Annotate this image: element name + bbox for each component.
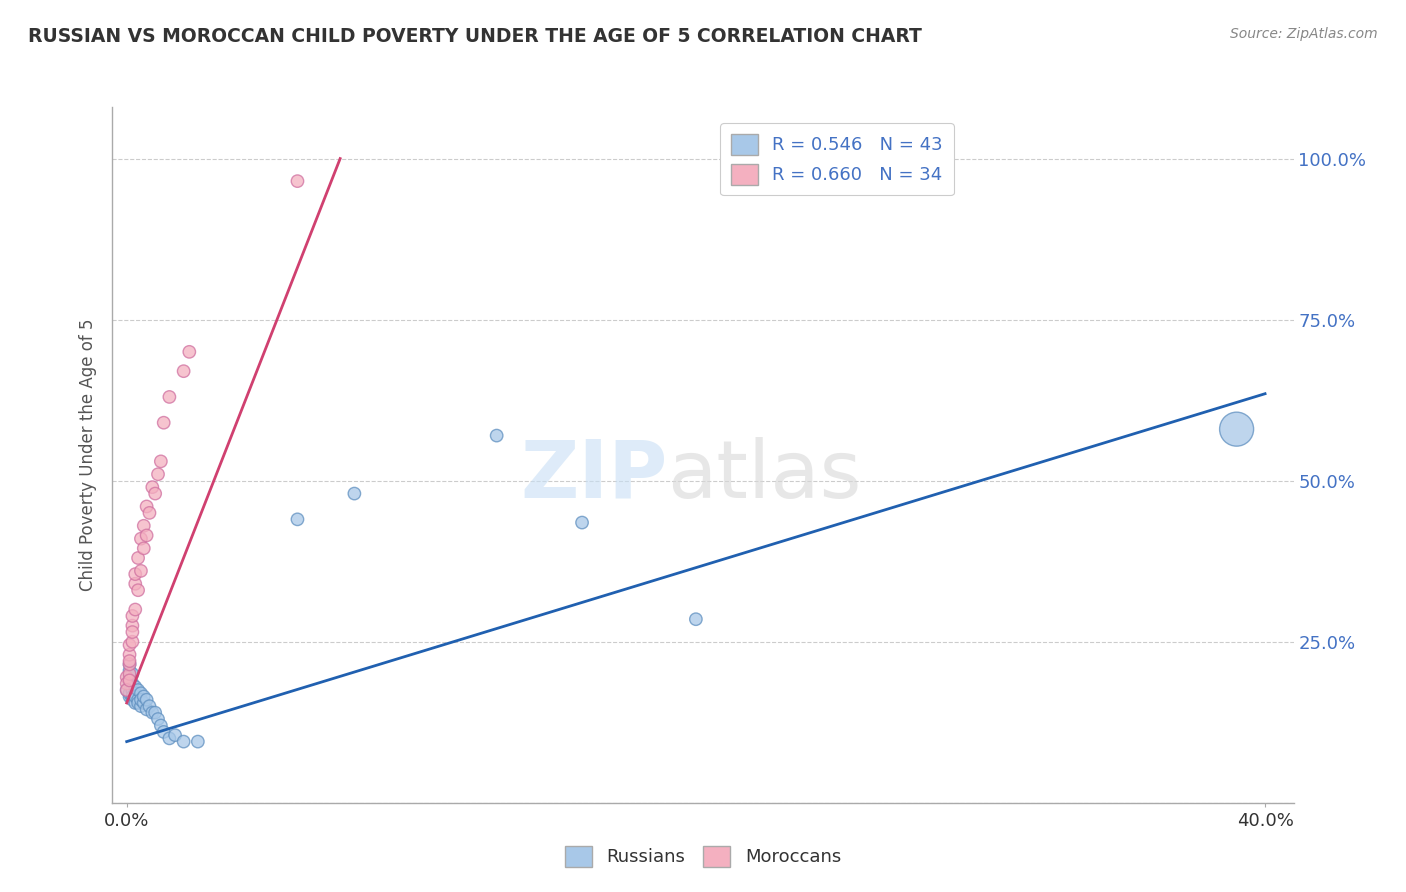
Point <box>118 657 141 672</box>
Point <box>132 518 155 533</box>
Point <box>152 416 174 430</box>
Point <box>118 654 141 668</box>
Y-axis label: Child Poverty Under the Age of 5: Child Poverty Under the Age of 5 <box>79 318 97 591</box>
Point <box>135 702 157 716</box>
Point <box>127 683 149 698</box>
Point <box>118 667 141 681</box>
Point <box>143 486 166 500</box>
Point <box>132 696 155 710</box>
Point <box>343 486 366 500</box>
Point <box>121 618 143 632</box>
Point <box>118 673 141 688</box>
Point <box>118 673 141 688</box>
Point <box>124 680 146 694</box>
Point <box>121 692 143 706</box>
Text: RUSSIAN VS MOROCCAN CHILD POVERTY UNDER THE AGE OF 5 CORRELATION CHART: RUSSIAN VS MOROCCAN CHILD POVERTY UNDER … <box>28 27 922 45</box>
Point <box>121 667 143 681</box>
Point <box>118 676 141 690</box>
Point <box>118 657 141 672</box>
Point <box>115 683 138 698</box>
Point <box>157 390 180 404</box>
Point <box>179 344 201 359</box>
Point <box>129 686 152 700</box>
Point <box>118 686 141 700</box>
Point <box>121 683 143 698</box>
Point <box>152 725 174 739</box>
Point <box>1226 422 1249 436</box>
Point <box>135 500 157 514</box>
Text: ZIP: ZIP <box>520 437 668 515</box>
Point <box>121 634 143 648</box>
Point <box>143 706 166 720</box>
Text: atlas: atlas <box>668 437 862 515</box>
Text: Source: ZipAtlas.com: Source: ZipAtlas.com <box>1230 27 1378 41</box>
Point <box>135 528 157 542</box>
Point <box>149 454 172 468</box>
Point <box>124 576 146 591</box>
Point <box>135 692 157 706</box>
Point <box>129 532 152 546</box>
Point <box>485 428 508 442</box>
Point <box>118 648 141 662</box>
Point <box>118 690 141 704</box>
Point <box>124 602 146 616</box>
Point <box>127 583 149 598</box>
Point <box>127 692 149 706</box>
Point <box>118 664 141 678</box>
Point <box>127 696 149 710</box>
Point <box>115 670 138 684</box>
Point <box>138 699 160 714</box>
Point <box>287 512 309 526</box>
Point <box>138 506 160 520</box>
Point <box>141 706 163 720</box>
Point <box>141 480 163 494</box>
Point <box>127 551 149 566</box>
Point <box>121 625 143 640</box>
Point <box>685 612 707 626</box>
Point <box>124 567 146 582</box>
Point <box>157 731 180 746</box>
Point <box>121 676 143 690</box>
Point <box>146 712 169 726</box>
Point <box>124 690 146 704</box>
Point <box>287 174 309 188</box>
Point <box>121 690 143 704</box>
Point <box>129 692 152 706</box>
Point <box>124 686 146 700</box>
Point <box>173 364 195 378</box>
Point <box>118 670 141 684</box>
Legend: Russians, Moroccans: Russians, Moroccans <box>558 838 848 874</box>
Point <box>165 728 187 742</box>
Point <box>187 734 209 748</box>
Point <box>121 609 143 624</box>
Point <box>132 690 155 704</box>
Point <box>149 718 172 732</box>
Point <box>173 734 195 748</box>
Point <box>146 467 169 482</box>
Point <box>124 696 146 710</box>
Point <box>129 699 152 714</box>
Point <box>115 676 138 690</box>
Point <box>115 683 138 698</box>
Point <box>132 541 155 556</box>
Point <box>118 638 141 652</box>
Legend: R = 0.546   N = 43, R = 0.660   N = 34: R = 0.546 N = 43, R = 0.660 N = 34 <box>720 123 953 195</box>
Point <box>129 564 152 578</box>
Point <box>571 516 593 530</box>
